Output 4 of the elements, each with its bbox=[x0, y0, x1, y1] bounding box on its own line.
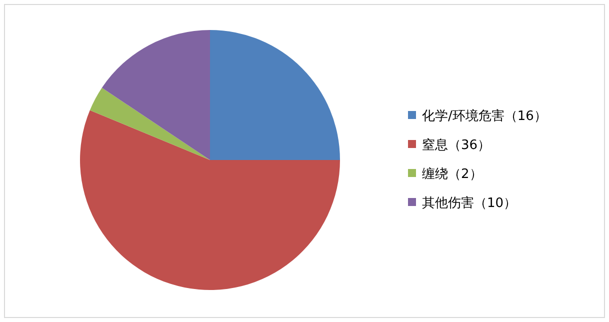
legend-label: 缠绕（2） bbox=[422, 167, 482, 182]
legend-label: 窒息（36） bbox=[422, 137, 491, 153]
legend-label: 化学/环境危害（16） bbox=[422, 108, 547, 124]
legend-label: 其他伤害（10） bbox=[422, 195, 517, 211]
